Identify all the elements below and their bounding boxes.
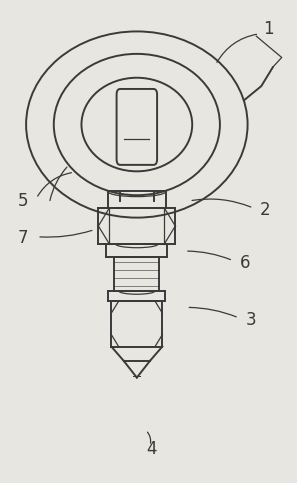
Text: 7: 7	[18, 229, 29, 247]
Text: 5: 5	[18, 192, 29, 210]
Text: 4: 4	[146, 440, 157, 458]
Text: 1: 1	[263, 20, 273, 38]
Text: 3: 3	[245, 311, 256, 329]
Text: 6: 6	[239, 254, 250, 272]
Text: 2: 2	[260, 201, 270, 219]
